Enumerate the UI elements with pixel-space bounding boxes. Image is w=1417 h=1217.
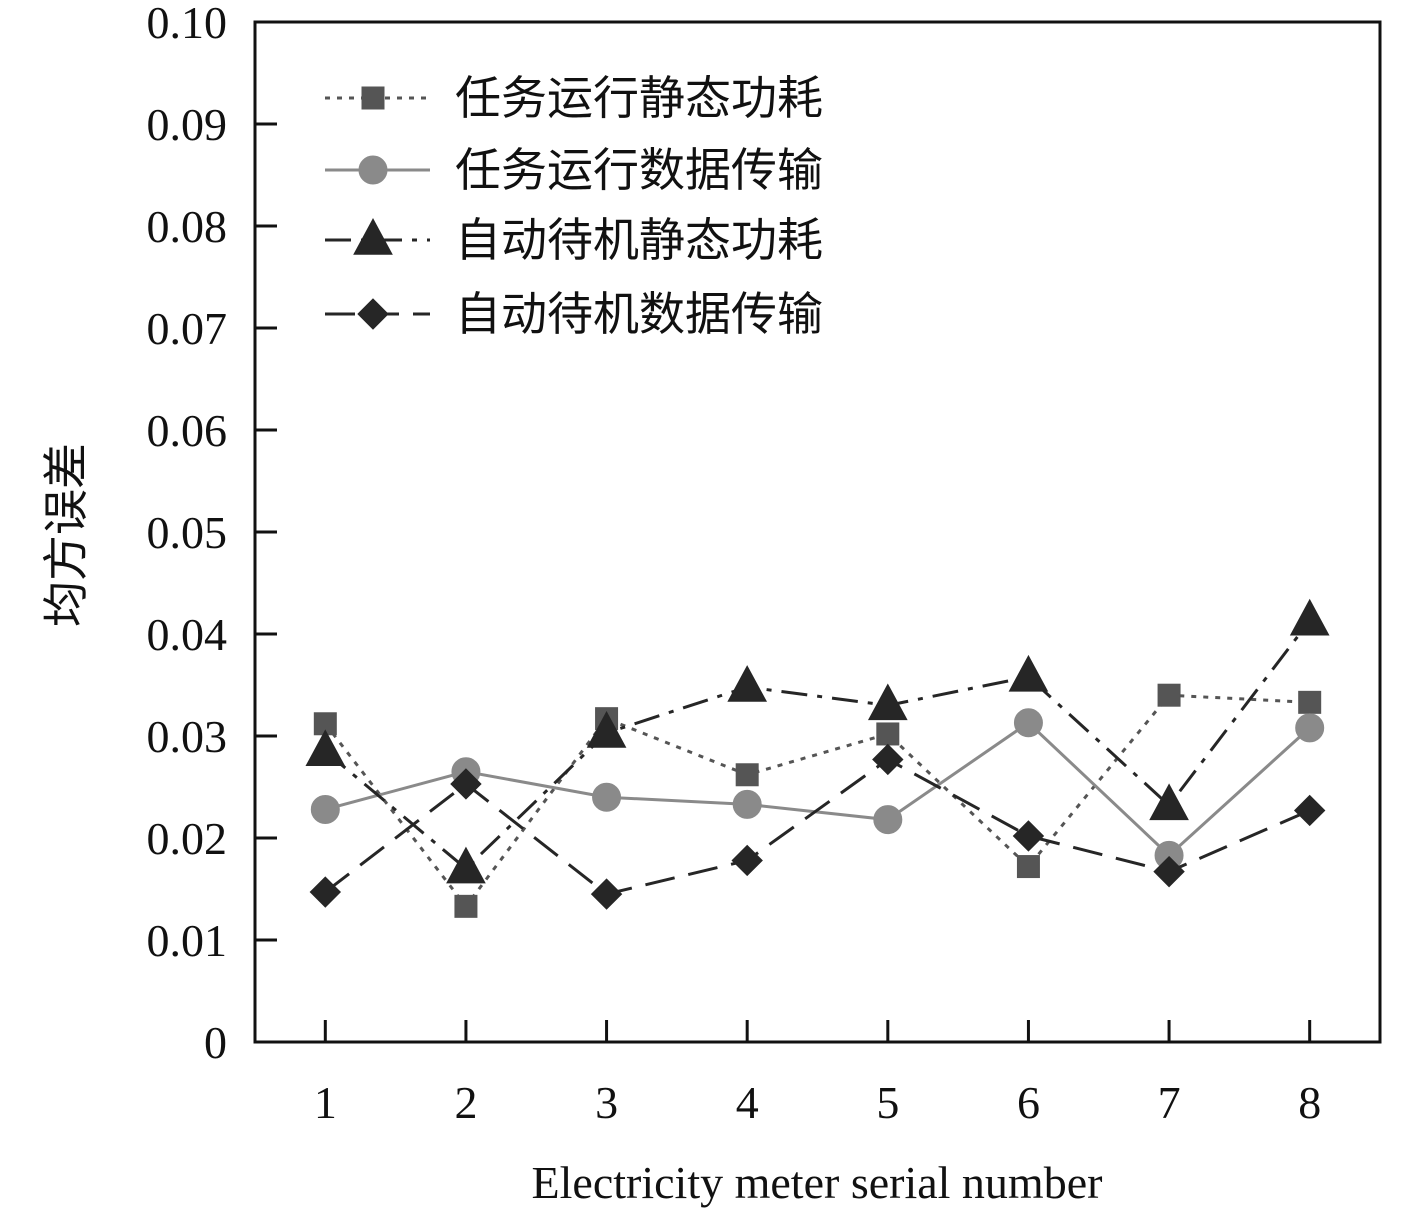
x-tick-label: 2 — [454, 1077, 477, 1128]
legend-label: 任务运行数据传输 — [455, 143, 823, 197]
legend-item: 任务运行数据传输 — [325, 143, 823, 197]
data-point — [1289, 598, 1330, 636]
legend-marker — [357, 298, 389, 330]
x-axis-label: Electricity meter serial number — [532, 1157, 1103, 1208]
data-point — [305, 729, 346, 767]
legend-item: 自动待机数据传输 — [325, 287, 823, 341]
y-tick-label: 0.03 — [147, 711, 228, 762]
data-point — [590, 878, 623, 910]
data-point — [309, 876, 342, 908]
data-point — [1298, 690, 1322, 714]
data-point — [586, 710, 627, 748]
series-line — [324, 693, 1310, 909]
data-point — [1153, 855, 1185, 888]
series-4 — [309, 743, 1326, 910]
y-tick-label: 0.07 — [147, 303, 228, 354]
y-tick-label: 0.06 — [147, 405, 228, 456]
data-point — [1008, 654, 1049, 692]
x-tick-label: 3 — [595, 1077, 618, 1128]
data-point — [735, 763, 759, 787]
y-axis: 0 0.01 0.02 0.03 0.04 0.05 0.06 0.07 0.08 0.09 0.1… — [147, 0, 277, 1068]
series-line — [324, 757, 1311, 896]
series-3 — [305, 598, 1330, 884]
y-tick-label: 0.02 — [147, 813, 228, 864]
y-tick-label: 0.05 — [147, 507, 228, 558]
data-point — [1149, 783, 1189, 821]
data-point — [1013, 708, 1043, 738]
data-point — [727, 665, 768, 702]
data-point — [867, 683, 908, 721]
data-point — [1016, 855, 1040, 879]
x-axis: 1 2 3 4 5 6 7 8 — [314, 1020, 1321, 1128]
y-tick-label: 0.04 — [147, 609, 228, 660]
legend-label: 自动待机静态功耗 — [455, 213, 823, 267]
series-2 — [310, 708, 1325, 870]
data-point — [592, 782, 622, 812]
legend-marker — [361, 86, 385, 110]
data-point — [1293, 794, 1326, 827]
data-point — [731, 844, 763, 877]
y-axis-label: 均方误差 — [41, 443, 92, 627]
legend-label: 自动待机数据传输 — [455, 287, 823, 341]
data-point — [450, 768, 482, 800]
x-tick-label: 8 — [1298, 1077, 1321, 1128]
x-tick-label: 5 — [876, 1077, 899, 1128]
data-point — [1295, 713, 1325, 743]
data-point — [1012, 820, 1045, 852]
data-point — [876, 722, 900, 746]
series-line — [324, 720, 1311, 858]
x-tick-label: 7 — [1158, 1077, 1181, 1128]
data-point — [873, 805, 903, 835]
data-point — [732, 789, 762, 819]
legend-label: 任务运行静态功耗 — [455, 71, 823, 125]
x-tick-label: 1 — [314, 1077, 337, 1128]
data-point — [1157, 683, 1181, 707]
data-point — [310, 794, 340, 824]
data-point — [446, 846, 486, 884]
x-tick-label: 4 — [736, 1077, 759, 1128]
y-tick-label: 0.01 — [147, 915, 228, 966]
legend-marker — [358, 155, 388, 185]
series-line — [324, 619, 1311, 871]
series-1 — [313, 683, 1322, 918]
y-tick-label: 0.09 — [147, 99, 228, 150]
series-layer — [305, 598, 1330, 918]
legend-marker — [353, 218, 393, 255]
legend-item: 任务运行静态功耗 — [325, 71, 823, 125]
legend-item: 自动待机静态功耗 — [325, 213, 823, 267]
y-tick-label: 0 — [204, 1017, 227, 1068]
y-tick-label: 0.10 — [147, 0, 228, 48]
data-point — [872, 743, 904, 776]
y-tick-label: 0.08 — [147, 201, 228, 252]
data-point — [454, 894, 478, 918]
x-tick-label: 6 — [1017, 1077, 1040, 1128]
